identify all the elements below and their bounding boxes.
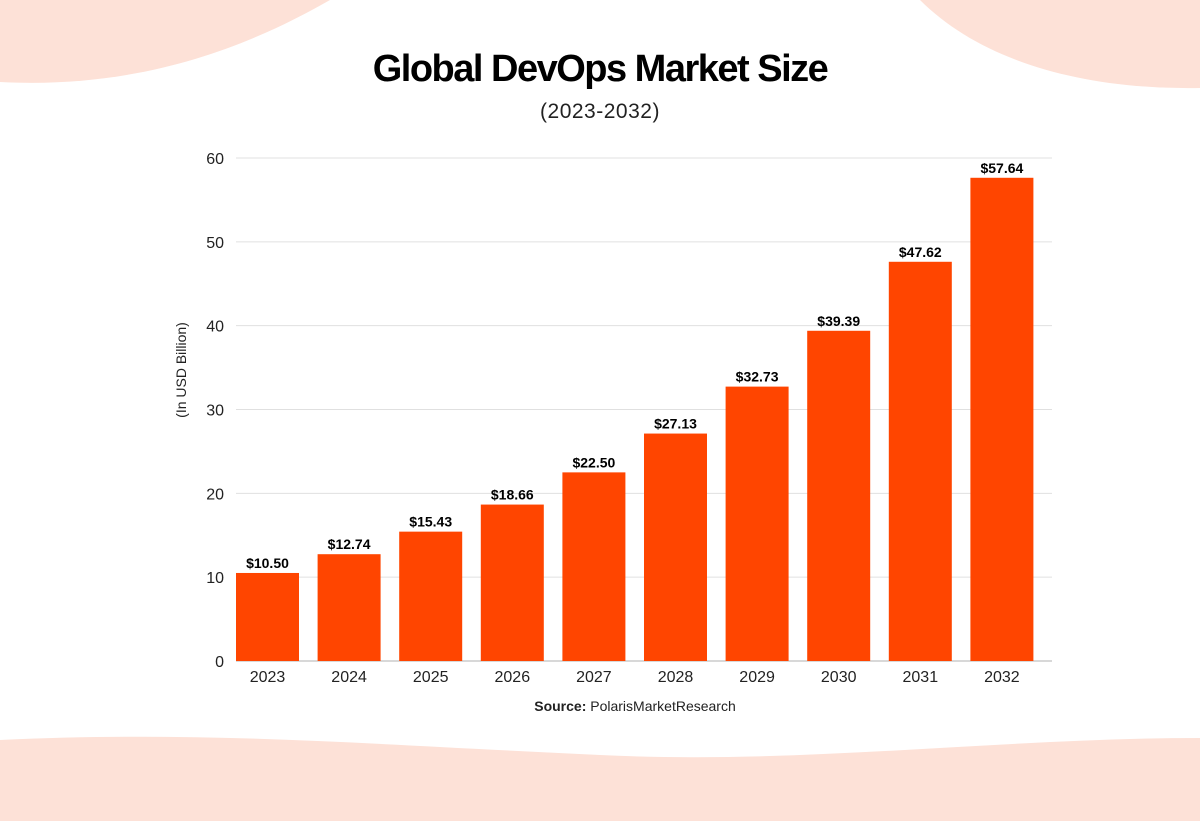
bar-2030 [807, 330, 871, 661]
y-tick-label: 20 [206, 486, 224, 503]
x-tick-label: 2029 [739, 669, 775, 686]
bar-2024 [317, 554, 381, 661]
bar-2023 [236, 572, 299, 661]
y-tick-label: 0 [215, 654, 224, 671]
y-axis-label: (In USD Billion) [173, 322, 189, 418]
top-left-wave [0, 0, 330, 83]
y-tick-label: 40 [206, 319, 224, 336]
bar-2027 [562, 472, 626, 661]
bar-2029 [725, 386, 789, 661]
x-tick-label: 2024 [331, 669, 367, 686]
data-label-2028: $27.13 [654, 416, 697, 432]
x-tick-label: 2028 [658, 669, 694, 686]
x-tick-label: 2031 [903, 669, 939, 686]
x-tick-label: 2026 [495, 669, 531, 686]
data-label-2031: $47.62 [899, 244, 942, 260]
chart-title: Global DevOps Market Size [372, 48, 829, 90]
bar-2026 [480, 504, 544, 661]
data-label-2029: $32.73 [736, 369, 779, 385]
data-label-2027: $22.50 [572, 454, 615, 470]
bar-2032 [970, 177, 1034, 661]
data-label-2023: $10.50 [246, 555, 289, 571]
source-label: Source: [534, 698, 587, 714]
x-tick-label: 2030 [821, 669, 857, 686]
x-tick-label: 2025 [413, 669, 449, 686]
source-text: PolarisMarketResearch [590, 698, 736, 714]
bottom-wave [0, 736, 1200, 821]
y-tick-label: 60 [206, 151, 224, 168]
bar-2031 [888, 261, 952, 661]
y-tick-label: 50 [206, 235, 224, 252]
x-tick-label: 2023 [250, 669, 286, 686]
data-label-2032: $57.64 [980, 160, 1023, 176]
bar-2025 [399, 531, 463, 661]
source-note: Source: PolarisMarketResearch [0, 698, 1200, 714]
data-label-2026: $18.66 [491, 487, 534, 503]
top-right-wave [920, 0, 1200, 89]
y-tick-label: 30 [206, 403, 224, 420]
bar-2028 [644, 433, 707, 661]
y-tick-label: 10 [206, 570, 224, 587]
x-tick-label: 2027 [576, 669, 612, 686]
data-label-2030: $39.39 [817, 313, 860, 329]
data-label-2025: $15.43 [409, 514, 452, 530]
x-tick-label: 2032 [984, 669, 1020, 686]
data-label-2024: $12.74 [328, 536, 371, 552]
chart-subtitle: (2023-2032) [540, 100, 660, 123]
